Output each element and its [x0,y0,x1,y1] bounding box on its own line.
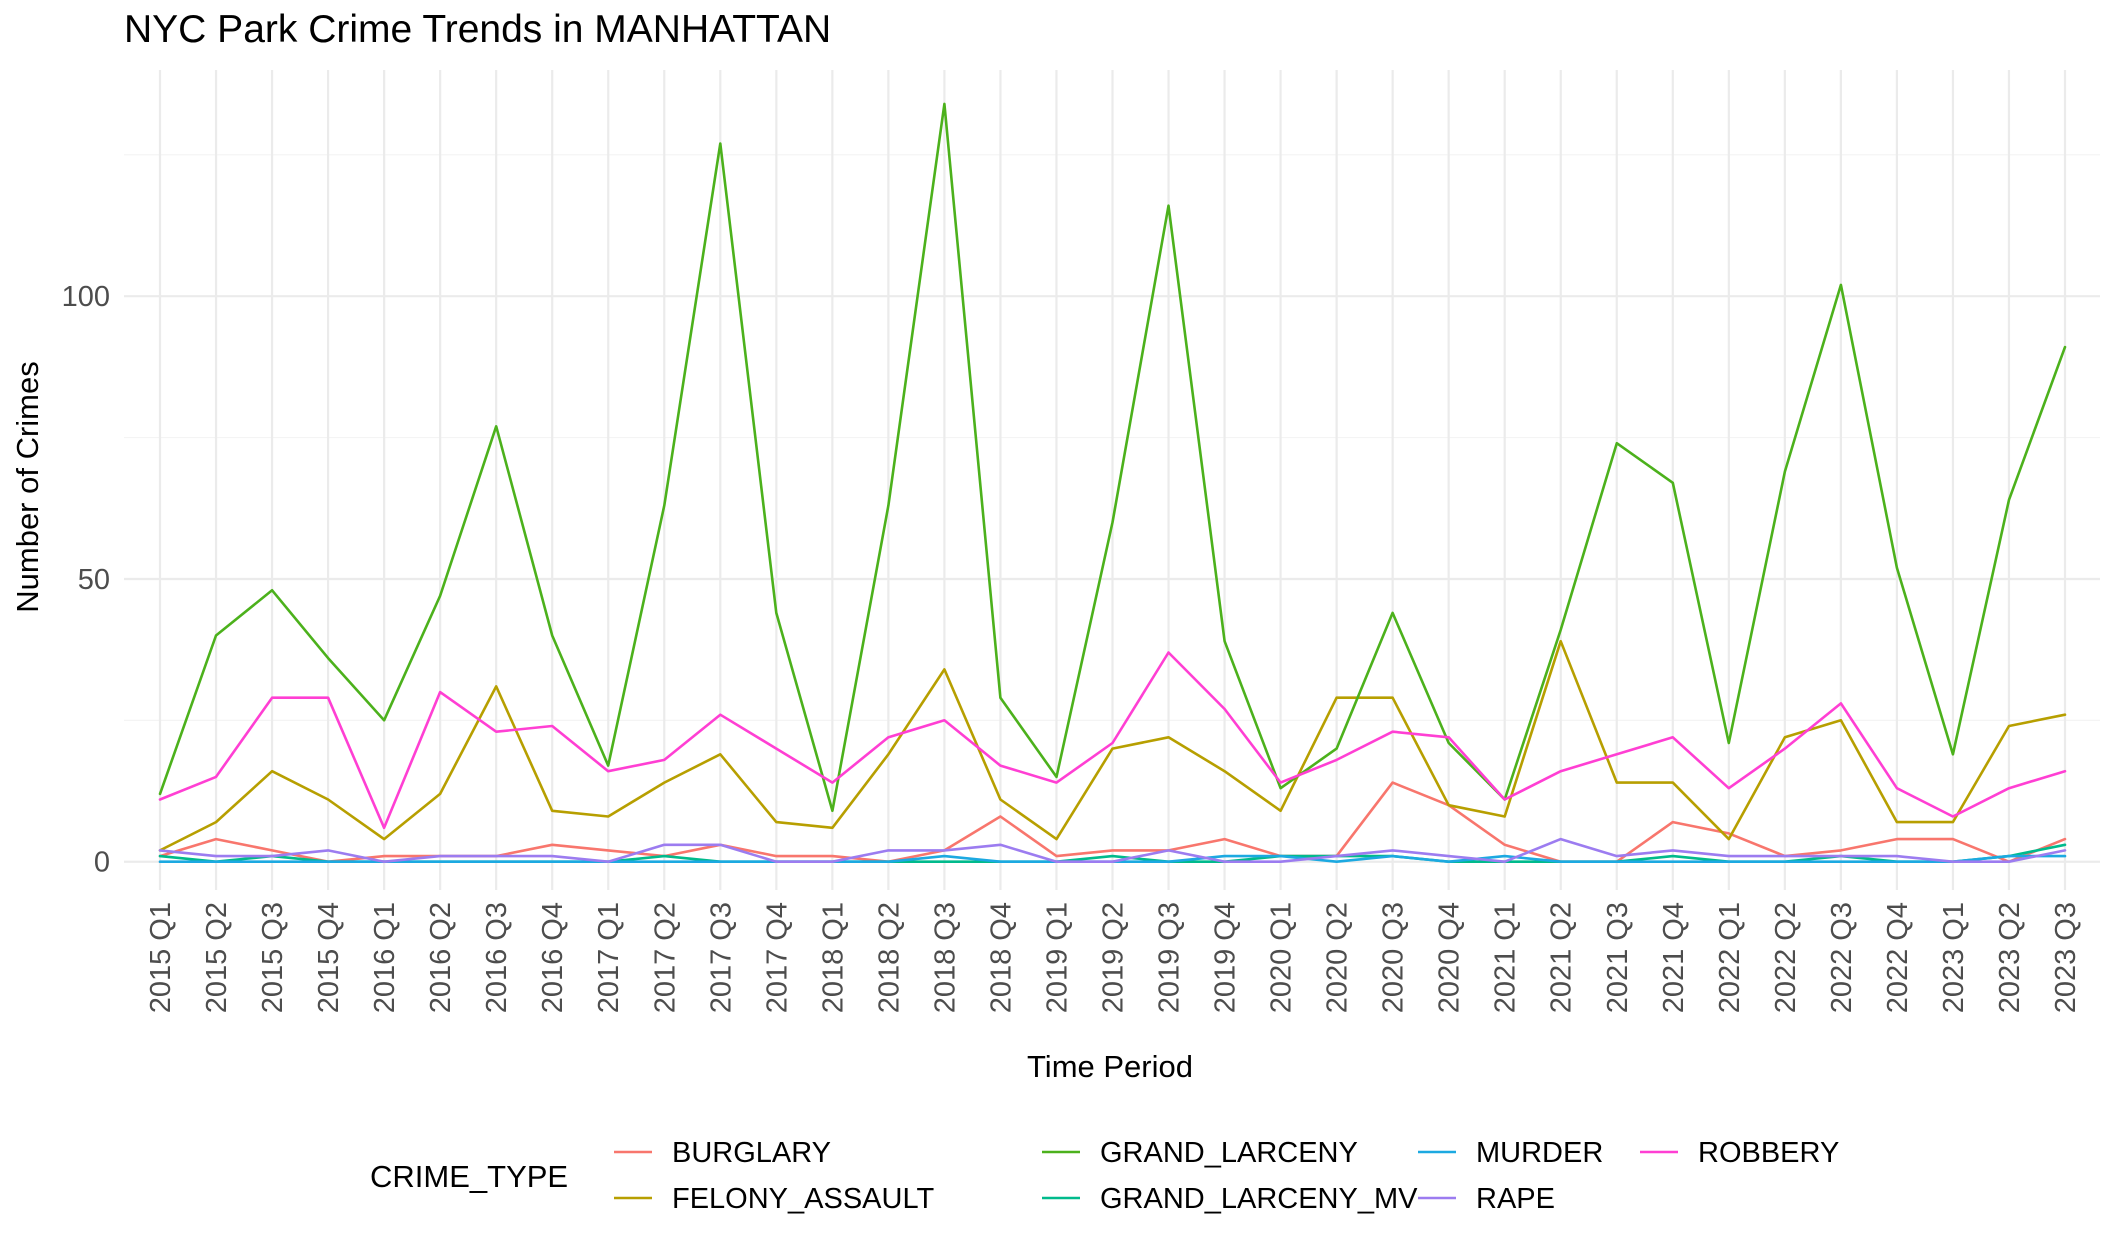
x-tick-label: 2015 Q2 [201,902,233,1013]
x-tick-label: 2017 Q1 [593,902,625,1013]
y-axis-ticks: 0 50 100 [62,281,110,879]
x-tick-label: 2021 Q3 [1602,902,1634,1013]
x-tick-label: 2015 Q3 [257,902,289,1013]
x-tick-label: 2016 Q2 [425,902,457,1013]
chart-title: NYC Park Crime Trends in MANHATTAN [124,8,831,51]
x-tick-label: 2022 Q2 [1770,902,1802,1013]
series-line-grand-larceny [158,102,2067,813]
legend-title: CRIME_TYPE [370,1159,568,1194]
legend-item-robbery: ROBBERY [1640,1137,1839,1169]
grid-layer [124,70,2100,890]
x-tick-label: 2015 Q4 [313,902,345,1013]
series-line-felony-assault [158,639,2067,852]
x-tick-label: 2018 Q4 [985,902,1017,1013]
legend-item-murder: MURDER [1418,1137,1603,1169]
x-tick-label: 2022 Q3 [1826,902,1858,1013]
x-tick-label: 2019 Q3 [1154,902,1186,1013]
legend-label: FELONY_ASSAULT [672,1183,934,1215]
x-axis-title: Time Period [1027,1049,1193,1084]
x-tick-label: 2020 Q4 [1434,902,1466,1013]
legend-label: GRAND_LARCENY [1100,1137,1358,1169]
x-tick-label: 2016 Q1 [369,902,401,1013]
x-tick-label: 2017 Q4 [761,902,793,1013]
x-tick-label: 2016 Q4 [537,902,569,1013]
legend-item-felony-assault: FELONY_ASSAULT [614,1183,934,1215]
series-layer [158,102,2067,864]
y-tick-label: 0 [94,847,110,879]
x-axis-ticks: 2015 Q1 2015 Q2 2015 Q3 2015 Q4 2016 Q1 2016 … [145,902,2082,1013]
legend-label: GRAND_LARCENY_MV [1100,1183,1418,1215]
x-tick-label: 2015 Q1 [145,902,177,1013]
x-tick-label: 2021 Q2 [1546,902,1578,1013]
x-tick-label: 2019 Q4 [1210,902,1242,1013]
legend: CRIME_TYPE BURGLARY FELONY_ASSAULT GRAND_L… [370,1137,1839,1215]
x-tick-label: 2021 Q4 [1658,902,1690,1013]
x-tick-label: 2020 Q3 [1378,902,1410,1013]
legend-label: BURGLARY [672,1137,831,1169]
x-tick-label: 2023 Q3 [2050,902,2082,1013]
legend-label: MURDER [1476,1137,1603,1169]
legend-item-grand-larceny-mv: GRAND_LARCENY_MV [1042,1183,1418,1215]
legend-item-rape: RAPE [1418,1183,1555,1215]
x-tick-label: 2017 Q3 [705,902,737,1013]
legend-item-burglary: BURGLARY [614,1137,831,1169]
x-tick-label: 2023 Q2 [1994,902,2026,1013]
y-tick-label: 100 [62,281,110,313]
legend-label: ROBBERY [1698,1137,1839,1169]
y-axis-title: Number of Crimes [10,361,45,613]
x-tick-label: 2022 Q4 [1882,902,1914,1013]
x-tick-label: 2021 Q1 [1490,902,1522,1013]
x-tick-label: 2020 Q2 [1322,902,1354,1013]
x-tick-label: 2018 Q2 [873,902,905,1013]
series-line-rape [158,837,2067,864]
x-tick-label: 2020 Q1 [1266,902,1298,1013]
series-line-robbery [158,651,2067,830]
legend-items: BURGLARY FELONY_ASSAULT GRAND_LARCENY GRAND… [614,1137,1839,1215]
x-tick-label: 2019 Q2 [1098,902,1130,1013]
x-tick-label: 2019 Q1 [1041,902,1073,1013]
legend-label: RAPE [1476,1183,1555,1215]
y-tick-label: 50 [78,564,110,596]
x-tick-label: 2018 Q1 [817,902,849,1013]
x-tick-label: 2017 Q2 [649,902,681,1013]
x-tick-label: 2023 Q1 [1938,902,1970,1013]
x-tick-label: 2022 Q1 [1714,902,1746,1013]
x-tick-label: 2016 Q3 [481,902,513,1013]
legend-item-grand-larceny: GRAND_LARCENY [1042,1137,1358,1169]
x-tick-label: 2018 Q3 [929,902,961,1013]
